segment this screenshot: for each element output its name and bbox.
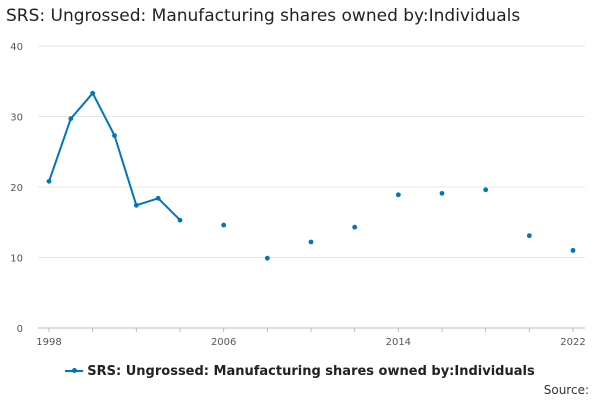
legend[interactable]: SRS: Ungrossed: Manufacturing shares own… <box>0 364 600 379</box>
y-tick-label: 30 <box>10 113 23 124</box>
x-tick-label: 2006 <box>211 337 236 348</box>
x-tick-label: 2022 <box>560 337 585 348</box>
data-point <box>352 224 358 230</box>
x-tick-label: 2014 <box>386 337 411 348</box>
data-point <box>221 222 227 228</box>
data-point <box>395 192 401 198</box>
legend-label: SRS: Ungrossed: Manufacturing shares own… <box>87 364 535 379</box>
y-tick-label: 40 <box>10 42 23 53</box>
y-tick-label: 20 <box>10 183 23 194</box>
data-point <box>133 202 139 208</box>
source-label: Source: <box>543 383 589 397</box>
data-point <box>570 248 576 253</box>
data-point <box>264 255 270 261</box>
series-line <box>48 92 181 222</box>
y-tick-label: 0 <box>17 324 23 335</box>
data-point <box>46 178 52 184</box>
y-tick-label: 10 <box>10 254 23 265</box>
data-point <box>112 133 117 138</box>
data-point <box>68 116 74 122</box>
chart-title: SRS: Ungrossed: Manufacturing shares own… <box>6 6 521 26</box>
data-point <box>90 90 96 96</box>
x-tick-label: 1998 <box>36 337 61 348</box>
legend-line-marker-icon <box>65 367 84 373</box>
data-point <box>483 187 489 193</box>
data-point <box>155 195 161 201</box>
data-point <box>177 217 183 223</box>
data-point <box>308 239 314 245</box>
data-point <box>526 233 532 239</box>
data-point <box>439 190 445 196</box>
